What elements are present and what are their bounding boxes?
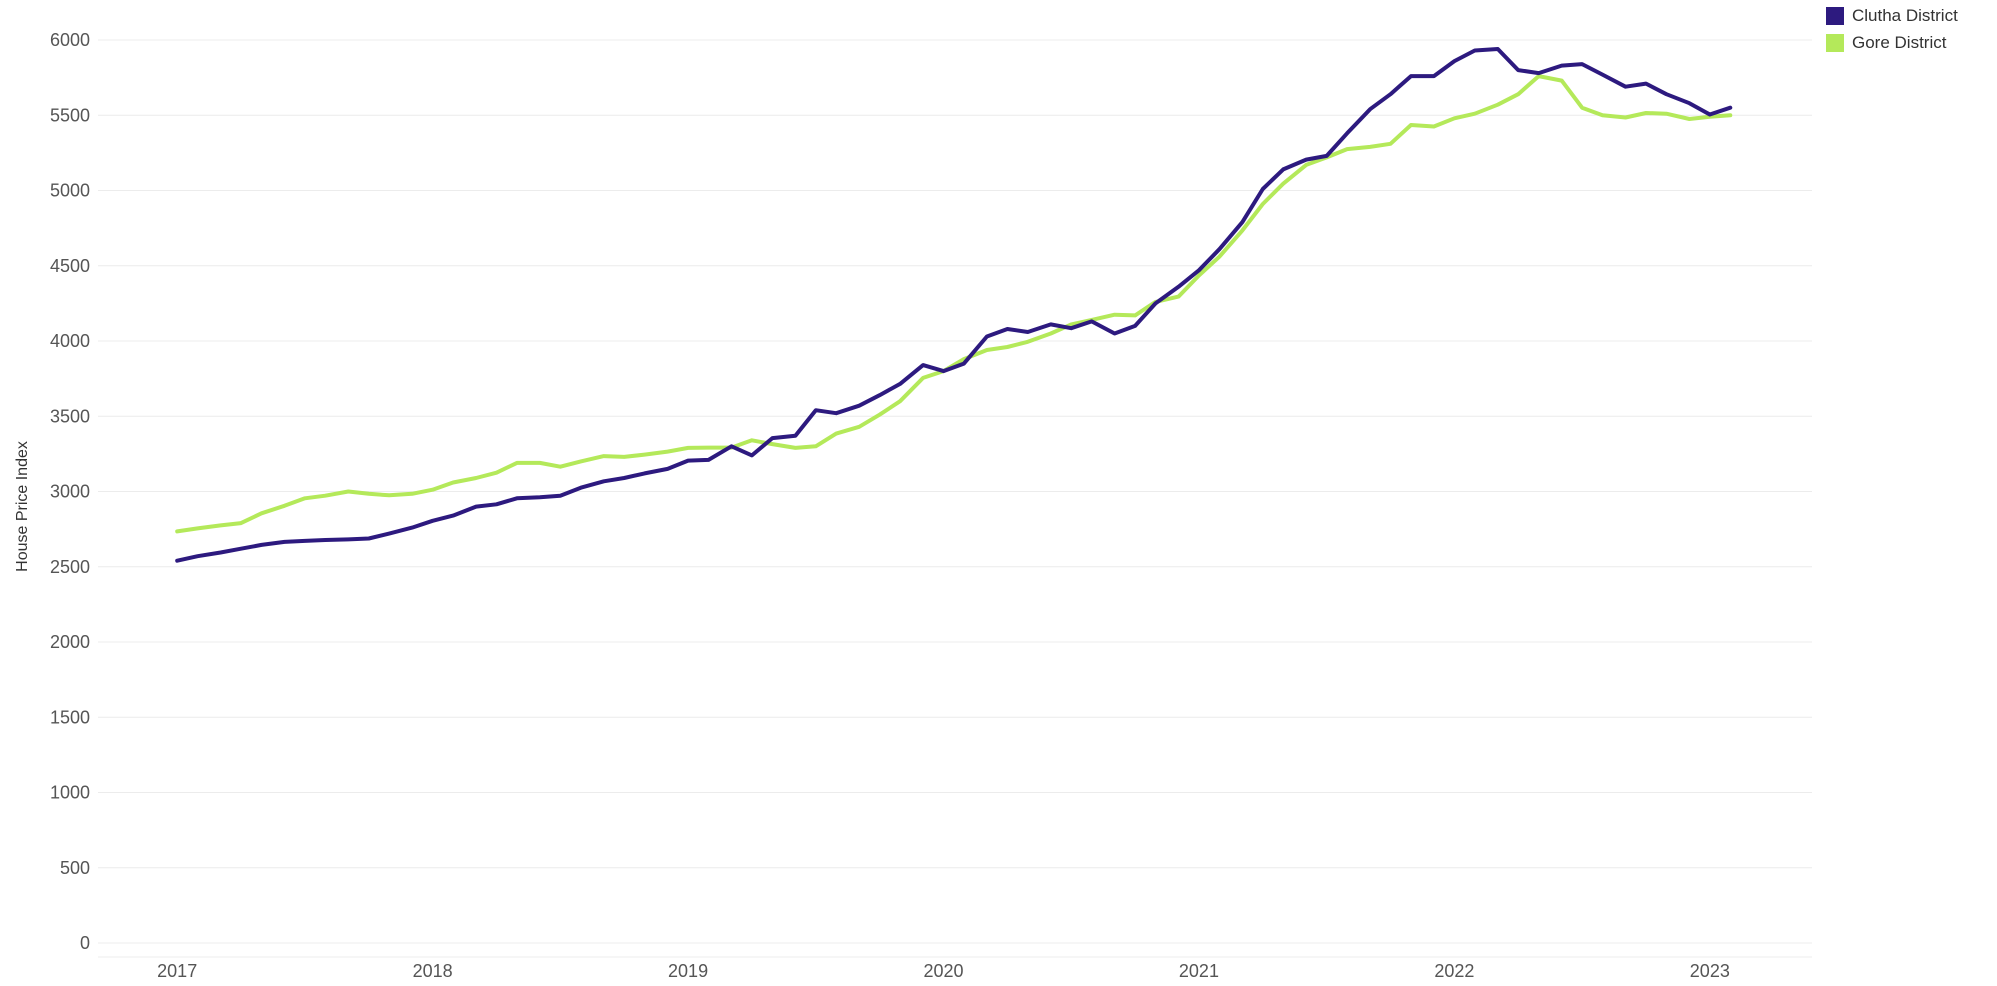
legend-swatch-gore <box>1826 33 1844 52</box>
y-tick-label: 3000 <box>50 482 90 502</box>
y-tick-label: 2000 <box>50 632 90 652</box>
legend-item-clutha[interactable]: Clutha District <box>1826 2 1958 29</box>
x-tick-label: 2017 <box>157 961 197 981</box>
series-lines <box>175 47 1733 563</box>
x-tick-label: 2020 <box>923 961 963 981</box>
y-tick-label: 2500 <box>50 557 90 577</box>
x-tick-label: 2018 <box>413 961 453 981</box>
y-tick-label: 5000 <box>50 181 90 201</box>
y-tick-label: 1000 <box>50 783 90 803</box>
y-tick-label: 4500 <box>50 256 90 276</box>
legend-swatch-clutha <box>1826 6 1844 25</box>
y-axis-title: House Price Index <box>14 441 31 572</box>
y-tick-label: 5500 <box>50 105 90 125</box>
x-tick-label: 2023 <box>1690 961 1730 981</box>
series-line-gore-district[interactable] <box>175 74 1733 534</box>
x-tick-label: 2019 <box>668 961 708 981</box>
y-tick-label: 4000 <box>50 331 90 351</box>
legend-label-gore: Gore District <box>1852 32 1947 52</box>
y-tick-label: 6000 <box>50 30 90 50</box>
legend-label-clutha: Clutha District <box>1852 5 1958 25</box>
y-tick-label: 1500 <box>50 707 90 727</box>
y-tick-label: 500 <box>60 858 90 878</box>
x-tick-label: 2021 <box>1179 961 1219 981</box>
legend-item-gore[interactable]: Gore District <box>1826 29 1958 56</box>
legend: Clutha District Gore District <box>1826 2 1958 56</box>
series-line-clutha-district[interactable] <box>175 47 1733 563</box>
y-tick-label: 3500 <box>50 406 90 426</box>
axes: 0 500 1000 1500 2000 2500 3000 3500 4000 4500 5000… <box>14 30 1812 981</box>
y-tick-label: 0 <box>80 933 90 953</box>
grid-lines <box>98 39 1812 944</box>
x-tick-label: 2022 <box>1434 961 1474 981</box>
